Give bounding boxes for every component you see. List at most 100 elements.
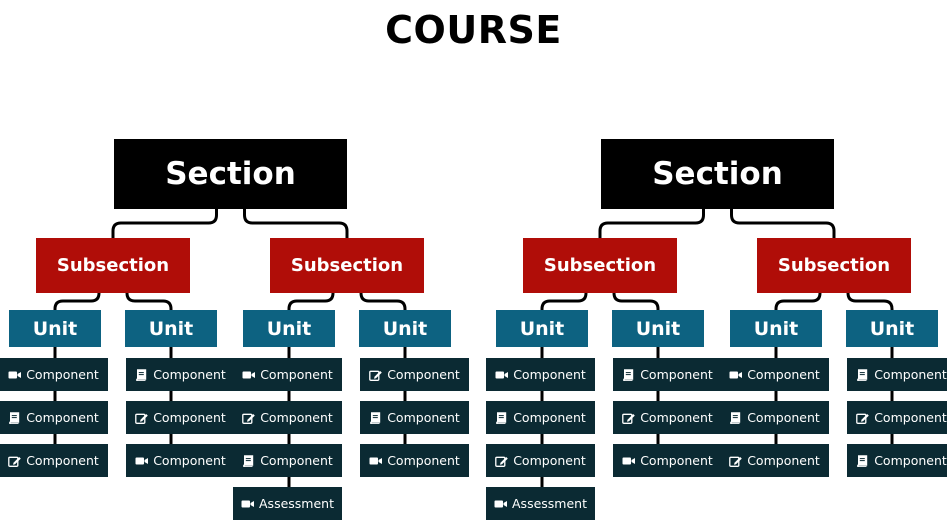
section-1-subsection-2-unit-2-component-3-label: Component [387,453,460,468]
section-2-subsection-2-unit-2-component-3-label: Component [874,453,947,468]
section-2-subsection-2-connector-left [774,292,822,310]
section-1-subsection-1-unit-1-box: Unit [9,310,101,347]
book-icon [495,411,508,424]
section-1-subsection-1-unit-1-component-1-label: Component [26,367,99,382]
edit-icon [242,412,256,424]
section-2-subsection-2-unit-2-component-1-label: Component [874,367,947,382]
book-icon [135,368,148,381]
section-1-connector-right [243,209,349,238]
book-icon [242,454,255,467]
section-1-subsection-1-unit-1-component-2: Component [0,401,108,434]
section-2-subsection-1-box: Subsection [523,238,677,293]
section-1-subsection-1-box: Subsection [36,238,190,293]
section-1-subsection-1-unit-2-component-3-label: Component [153,453,226,468]
section-2-subsection-2-unit-1-component-3-label: Component [747,453,820,468]
book-icon [856,454,869,467]
section-2-subsection-1-box-label: Subsection [543,255,657,276]
section-2-subsection-1-unit-1-component-3-label: Component [513,453,586,468]
section-1-subsection-2-unit-2-component-1-label: Component [387,367,460,382]
video-icon [622,455,636,467]
section-1-subsection-2-unit-1-box: Unit [243,310,335,347]
section-1-subsection-1-unit-1-box-label: Unit [32,317,78,340]
section-1-subsection-2-box: Subsection [270,238,424,293]
section-2-subsection-1-unit-1-component-3: Component [486,444,595,477]
section-1-subsection-2-connector-right [359,292,407,310]
book-icon [856,368,869,381]
section-2-subsection-1-unit-1-component-1-label: Component [513,367,586,382]
section-1-subsection-1-unit-2-box: Unit [125,310,217,347]
section-2-subsection-2-unit-1-component-3: Component [720,444,829,477]
section-2-box: Section [601,139,834,209]
section-1-subsection-1-box-label: Subsection [56,255,170,276]
section-2-subsection-2-box: Subsection [757,238,911,293]
section-1-subsection-2-box-label: Subsection [290,255,404,276]
edit-icon [8,455,22,467]
section-1-subsection-2-unit-1-component-2: Component [233,401,342,434]
video-icon [369,455,383,467]
section-2-subsection-2-unit-1-box: Unit [730,310,822,347]
book-icon [369,411,382,424]
section-1-subsection-2-unit-2-component-2-label: Component [387,410,460,425]
edit-icon [856,412,870,424]
section-2-subsection-2-unit-1-component-2-label: Component [747,410,820,425]
section-1-subsection-1-unit-2-component-2-label: Component [153,410,226,425]
section-1-subsection-1-connector-left [53,292,101,310]
section-1-box-label: Section [165,156,296,192]
section-2-subsection-1-unit-2-component-2-label: Component [640,410,713,425]
section-2-subsection-2-unit-1-component-2: Component [720,401,829,434]
section-1-subsection-2-unit-1-component-1: Component [233,358,342,391]
section-1-subsection-1-unit-2-box-label: Unit [148,317,194,340]
section-1-subsection-2-unit-1-box-label: Unit [266,317,312,340]
section-2-subsection-1-unit-2-component-3: Component [613,444,722,477]
section-2-subsection-1-unit-2-component-1: Component [613,358,722,391]
section-1-subsection-1-unit-1-component-3-label: Component [26,453,99,468]
video-icon [729,369,743,381]
section-2-subsection-2-unit-2-box: Unit [846,310,938,347]
edit-icon [622,412,636,424]
section-2-subsection-1-unit-2-component-3-label: Component [640,453,713,468]
video-icon [494,498,507,510]
section-2-subsection-1-unit-1-component-2: Component [486,401,595,434]
section-1-subsection-2-unit-1-component-1-label: Component [260,367,333,382]
section-2-subsection-1-unit-1-component-2-label: Component [513,410,586,425]
section-2-subsection-1-unit-2-component-1-label: Component [640,367,713,382]
section-2-subsection-2-unit-1-component-1: Component [720,358,829,391]
section-2-subsection-1-unit-1-component-4: Assessment [486,487,595,520]
book-icon [8,411,21,424]
section-2-box-label: Section [652,156,783,192]
section-1-subsection-2-unit-1-component-2-label: Component [260,410,333,425]
course-title: COURSE [385,8,562,52]
section-2-subsection-2-unit-2-box-label: Unit [869,317,915,340]
section-1-subsection-1-unit-1-component-1: Component [0,358,108,391]
section-1-subsection-1-connector-right [125,292,173,310]
section-1-subsection-2-unit-2-box-label: Unit [382,317,428,340]
section-2-subsection-1-unit-2-component-2: Component [613,401,722,434]
section-2-subsection-1-connector-right [612,292,660,310]
section-1-subsection-2-connector-left [287,292,335,310]
section-1-box: Section [114,139,347,209]
section-1-subsection-2-unit-2-component-2: Component [360,401,469,434]
section-1-subsection-2-unit-1-component-3-label: Component [260,453,333,468]
section-1-subsection-2-unit-2-component-1: Component [360,358,469,391]
video-icon [135,455,149,467]
section-2-subsection-1-unit-1-box: Unit [496,310,588,347]
section-2-subsection-1-connector-left [540,292,588,310]
section-2-subsection-2-unit-1-box-label: Unit [753,317,799,340]
book-icon [729,411,742,424]
edit-icon [135,412,149,424]
section-2-subsection-2-connector-right [846,292,894,310]
section-2-subsection-1-unit-2-box: Unit [612,310,704,347]
video-icon [495,369,509,381]
book-icon [622,368,635,381]
section-1-subsection-2-unit-1-component-4-label: Assessment [259,496,334,511]
section-2-subsection-2-unit-1-component-1-label: Component [747,367,820,382]
section-2-subsection-1-unit-2-box-label: Unit [635,317,681,340]
video-icon [8,369,22,381]
section-2-subsection-1-unit-1-component-4-label: Assessment [512,496,587,511]
section-1-subsection-2-unit-2-box: Unit [359,310,451,347]
edit-icon [729,455,743,467]
video-icon [242,369,256,381]
section-1-subsection-1-unit-2-component-1: Component [126,358,235,391]
section-1-subsection-1-unit-1-component-2-label: Component [26,410,99,425]
section-2-subsection-2-unit-2-component-2: Component [847,401,947,434]
